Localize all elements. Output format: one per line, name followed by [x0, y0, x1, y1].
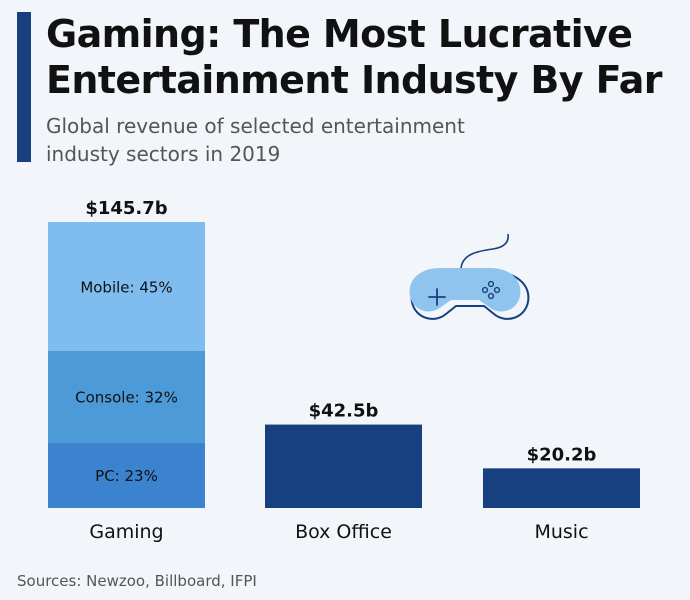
bar-box-office: [265, 424, 422, 508]
value-label-music: $20.2b: [527, 444, 597, 465]
segment-label-pc: PC: 23%: [95, 467, 158, 485]
gamepad-body: [409, 268, 521, 312]
gamepad-button-4: [487, 292, 495, 300]
dpad-icon: [428, 288, 446, 306]
chart-title-line-1: Gaming: The Most Lucrative: [46, 12, 633, 56]
chart-title: Gaming: The Most Lucrative Entertainment…: [46, 11, 663, 103]
chart-subtitle-line-1: Global revenue of selected entertainment: [46, 114, 465, 138]
value-label-gaming: $145.7b: [85, 198, 167, 219]
bar-segment-pc: [48, 442, 205, 508]
chart-subtitle: Global revenue of selected entertainment…: [46, 112, 506, 168]
segment-label-console: Console: 32%: [75, 388, 178, 406]
chart-title-line-2: Entertainment Industy By Far: [46, 58, 663, 102]
gamepad-button-2: [481, 286, 489, 294]
bar-segment-mobile: [48, 222, 205, 351]
category-label-music: Music: [534, 521, 588, 543]
category-label-box-office: Box Office: [295, 521, 392, 543]
value-label-box-office: $42.5b: [309, 401, 379, 422]
category-label-gaming: Gaming: [89, 521, 163, 543]
source-note: Sources: Newzoo, Billboard, IFPI: [17, 572, 257, 590]
bar-music: [483, 468, 640, 508]
bar-segment-console: [48, 350, 205, 443]
title-accent-bar: [17, 12, 31, 162]
segment-label-mobile: Mobile: 45%: [80, 278, 172, 296]
gamepad-icon: [409, 233, 530, 320]
gamepad-cable: [460, 233, 509, 271]
gamepad-button-3: [493, 286, 501, 294]
gamepad-button-1: [487, 280, 495, 288]
chart-subtitle-line-2: industy sectors in 2019: [46, 142, 281, 166]
